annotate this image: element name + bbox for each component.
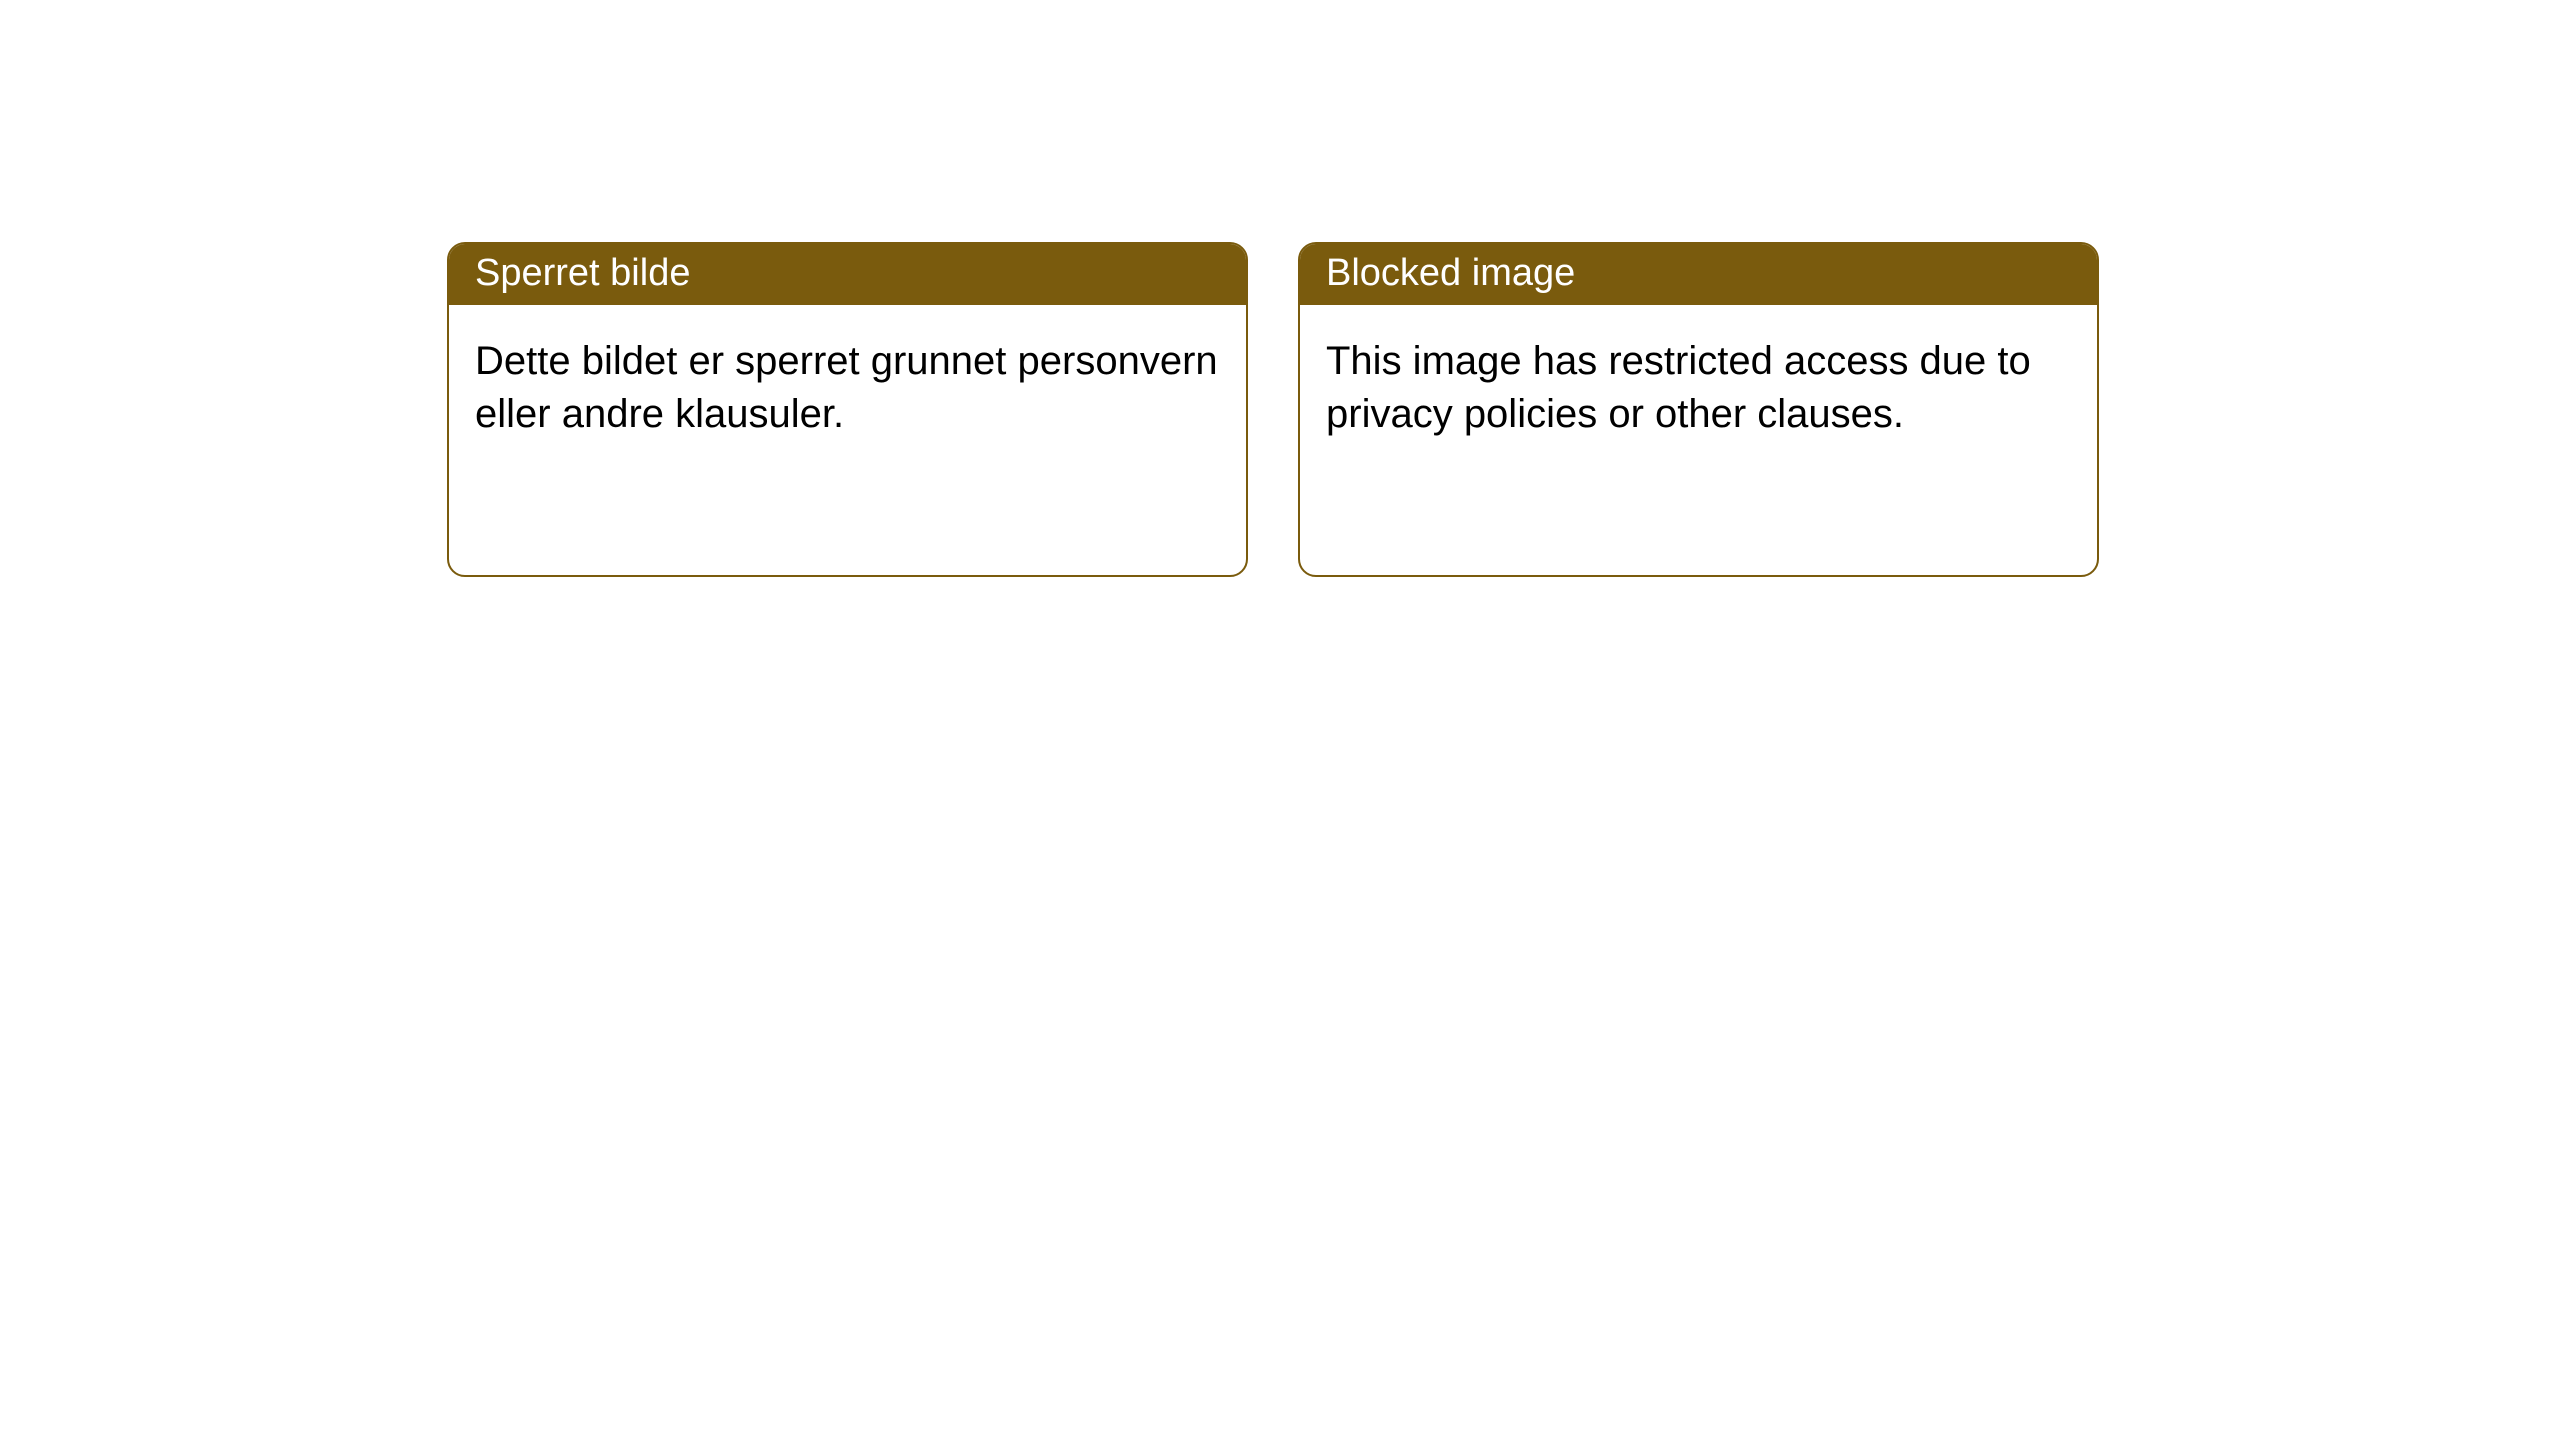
notice-header: Sperret bilde [449,244,1246,305]
notice-body: Dette bildet er sperret grunnet personve… [449,305,1246,471]
notice-card-english: Blocked image This image has restricted … [1298,242,2099,577]
notice-container: Sperret bilde Dette bildet er sperret gr… [0,0,2560,577]
notice-header: Blocked image [1300,244,2097,305]
notice-card-norwegian: Sperret bilde Dette bildet er sperret gr… [447,242,1248,577]
notice-body: This image has restricted access due to … [1300,305,2097,471]
